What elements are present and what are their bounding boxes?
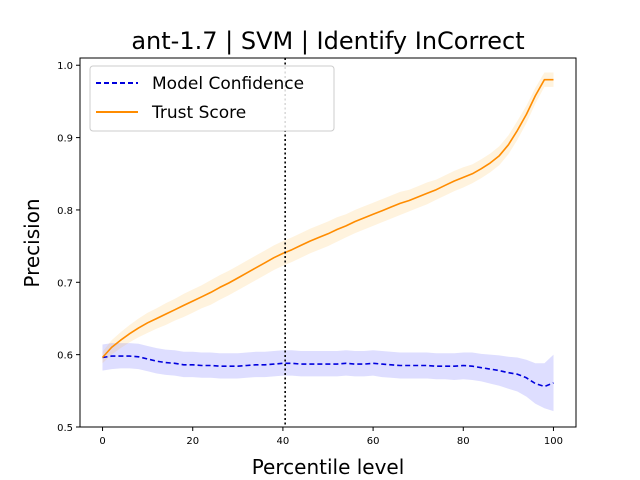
x-tick-label-0: 0	[99, 436, 105, 447]
y-tick-label-0.6: 0.6	[57, 351, 73, 362]
x-tick-label-60: 60	[367, 436, 380, 447]
x-tick-label-20: 20	[186, 436, 199, 447]
x-tick-label-40: 40	[277, 436, 290, 447]
series-line-trust-score	[101, 78, 554, 359]
series-line-model-confidence	[102, 355, 554, 388]
x-axis-ticks: 0 20 40 60 80 100	[99, 427, 563, 447]
y-axis-ticks: 0.5 0.6 0.7 0.8 0.9 1.0	[57, 61, 80, 434]
series-lines	[101, 78, 554, 388]
legend-box	[89, 65, 335, 132]
legend-label-model-confidence: Model Confidence	[152, 74, 304, 94]
y-axis-label: Precision	[20, 198, 44, 287]
band-model-confidence	[102, 343, 554, 412]
y-tick-label-0.7: 0.7	[57, 278, 73, 289]
plot-frame	[79, 57, 577, 428]
y-tick-label-1: 1.0	[57, 61, 73, 72]
x-tick-label-80: 80	[457, 436, 470, 447]
y-tick-label-0.5: 0.5	[57, 423, 73, 434]
legend-label-trust-score: Trust Score	[151, 103, 246, 123]
y-tick-label-0.8: 0.8	[57, 206, 73, 217]
x-axis-label: Percentile level	[252, 455, 405, 479]
x-tick-label-100: 100	[544, 436, 563, 447]
legend: Model Confidence Trust Score	[89, 65, 335, 132]
chart-title: ant-1.7 | SVM | Identify InCorrect	[131, 27, 524, 55]
y-tick-label-0.9: 0.9	[57, 134, 73, 145]
